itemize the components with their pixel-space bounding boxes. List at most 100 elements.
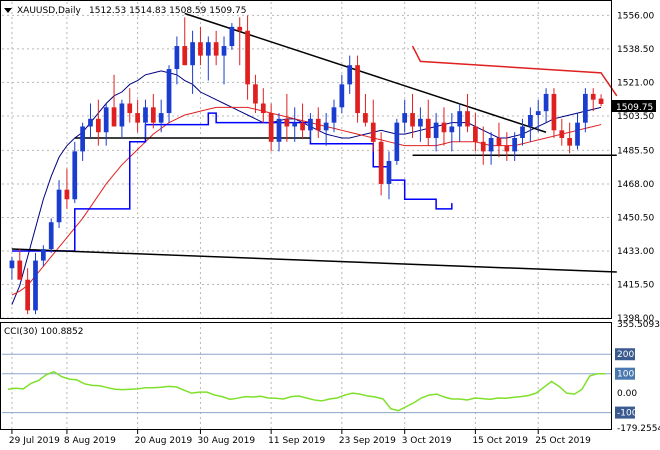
date-tick-label: 23 Sep 2019 [339,436,396,446]
candle-body [520,126,525,138]
candle-body [418,118,423,127]
candles [9,15,604,315]
cci-caption: CCI(30) 100.8852 [4,327,84,337]
candle-body [496,137,502,146]
ma-slow-line [11,106,602,296]
date-tick-label: 20 Aug 2019 [135,436,193,446]
candle-body [292,122,298,127]
cci-line [7,370,605,412]
main-frame [0,0,612,319]
candle-body [543,93,549,112]
cci-level-tag [615,367,635,380]
candle-body [190,42,195,66]
candle-body [245,30,250,85]
candle-body [559,130,565,138]
cci-tick-label: 100 [617,370,634,380]
candle-body [229,26,235,47]
cci-tick-label: 355.5093 [617,320,660,330]
candle-body [56,189,62,223]
candle-body [449,126,455,133]
candle-body [488,137,494,152]
candle-body [473,126,478,142]
cci-panel: 355.5093 200 100 0.00 -100 -179.2554 [2,320,660,434]
candle-body [465,111,470,127]
price-tick-label: 1415.50 [617,280,654,290]
price-tick-label: 1433.00 [617,247,654,257]
candle-body [308,118,313,131]
candle-body [205,42,211,56]
candle-body [300,122,305,131]
candle-body [504,145,510,152]
date-tick-label: 11 Sep 2019 [268,436,325,446]
cci-tick: -100 [615,406,638,419]
date-axis: 29 Jul 2019 8 Aug 2019 20 Aug 2019 30 Aug 2… [9,429,591,446]
cci-tick: 200 [615,348,635,361]
cci-tick-label: 200 [617,350,634,360]
candle-body [268,113,274,142]
candle-body [323,122,329,131]
candle-body [512,137,518,152]
candle-body [457,111,463,127]
cci-level-tag [615,348,635,361]
candle-body [378,141,384,184]
cci-tick-label: -179.2554 [617,424,660,434]
candle-body [433,122,439,138]
candle-body [143,107,148,123]
price-tick-label: 1398.00 [617,314,654,324]
candle-body [315,118,321,131]
last-price-label: 1509.75 [616,103,653,113]
candle-body [590,93,596,100]
candle-body [480,141,486,152]
date-tick-label: 3 Oct 2019 [402,436,452,446]
cci-tick: 100 [615,367,635,380]
candle-body [394,122,400,161]
cci-tick-label: 0.00 [617,389,637,399]
candle-body [95,118,101,133]
candle-body [425,118,431,138]
candle-body [410,113,415,127]
candle-body [40,249,46,261]
candle-body [535,111,541,115]
candle-body [528,114,533,127]
price-tick-label: 1450.50 [617,213,654,223]
candle-body [158,113,164,123]
candle-body [355,65,360,114]
date-tick-label: 30 Aug 2019 [197,436,255,446]
candle-body [25,279,30,311]
candle-body [111,107,117,127]
stop-line-red [411,45,618,97]
candle-body [48,222,54,250]
ohlc-caption: 1512.53 1514.83 1508.59 1509.75 [89,6,246,16]
ma-fast-line [11,70,602,305]
candle-body [386,160,392,184]
price-tick-label: 1468.00 [617,180,654,190]
candle-body [567,137,573,146]
trendline [11,248,617,273]
candle-body [174,46,180,70]
last-price-tag [612,100,656,112]
price-tick-label: 1556.00 [617,11,654,21]
price-tick-label: 1538.50 [617,45,654,55]
candle-body [237,26,243,31]
date-tick-label: 29 Jul 2019 [9,436,60,446]
dropdown-triangle-icon[interactable] [4,8,12,13]
moving-averages [11,70,602,305]
date-tick-label: 25 Oct 2019 [535,436,591,446]
candle-body [339,84,345,108]
cci-tick-label: -100 [617,409,638,419]
candle-body [441,122,447,133]
candle-body [221,46,227,56]
cci-frame [0,322,612,430]
candle-body [9,260,15,269]
candle-body [583,93,588,123]
candle-body [135,113,140,123]
candle-body [33,260,38,311]
candle-body [551,93,557,131]
candle-body [17,260,23,280]
candle-body [370,122,376,142]
price-tick-label: 1503.50 [617,112,654,122]
candle-body [150,107,156,123]
candle-body [127,103,133,114]
